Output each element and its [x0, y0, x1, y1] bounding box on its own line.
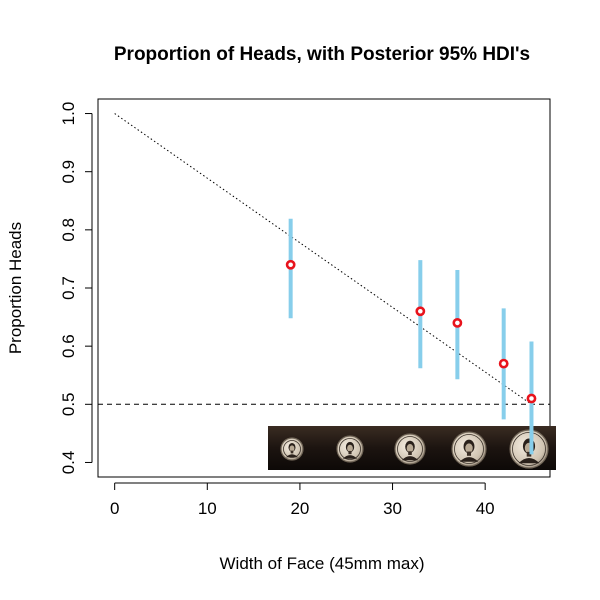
coin-icon	[509, 429, 549, 469]
data-point	[285, 259, 296, 270]
y-axis: 0.4 0.5 0.6 0.7 0.8 0.9 1.0	[59, 102, 93, 475]
coin-photo-inset	[268, 426, 556, 470]
y-tick-label: 0.8	[59, 218, 78, 242]
data-point	[452, 317, 463, 328]
y-tick-label: 0.9	[59, 160, 78, 184]
reference-lines	[98, 113, 550, 405]
data-point	[498, 358, 509, 369]
data-marks	[285, 218, 537, 455]
x-tick-label: 10	[198, 499, 217, 518]
x-axis-label: Width of Face (45mm max)	[220, 554, 425, 573]
x-tick-label: 40	[476, 499, 495, 518]
trend-line	[114, 113, 532, 405]
y-tick-label: 0.7	[59, 276, 78, 300]
chart-title: Proportion of Heads, with Posterior 95% …	[114, 44, 530, 65]
x-tick-label: 0	[110, 499, 119, 518]
data-point	[526, 393, 537, 404]
data-point	[415, 306, 426, 317]
y-tick-label: 0.6	[59, 334, 78, 358]
y-tick-label: 0.5	[59, 392, 78, 416]
y-axis-label: Proportion Heads	[6, 222, 25, 354]
x-axis: 0 10 20 30 40	[110, 482, 495, 518]
coin-icon	[394, 433, 426, 465]
coin-icon	[451, 431, 487, 467]
y-tick-label: 1.0	[59, 102, 78, 126]
x-tick-label: 20	[290, 499, 309, 518]
coin-icon	[280, 437, 304, 461]
y-tick-label: 0.4	[59, 451, 78, 475]
x-tick-label: 30	[383, 499, 402, 518]
coin-icon	[336, 435, 364, 463]
plot-frame	[97, 98, 551, 478]
